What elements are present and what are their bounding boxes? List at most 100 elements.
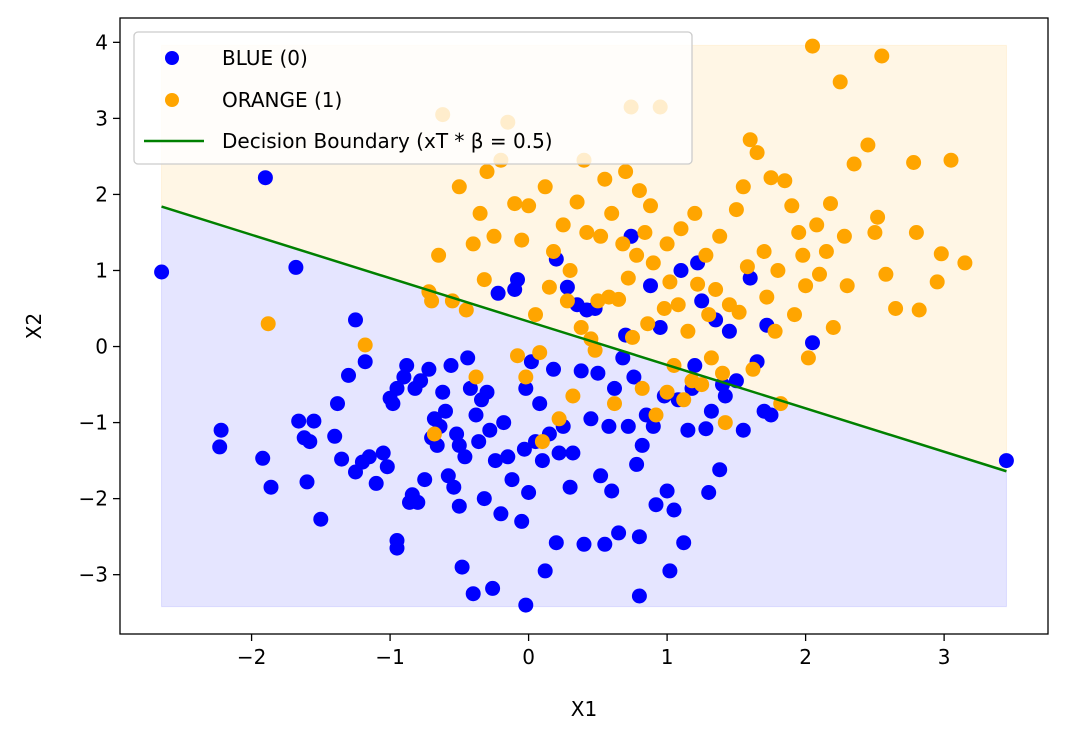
orange-point <box>615 236 631 252</box>
orange-point <box>749 145 765 161</box>
blue-point <box>327 428 343 444</box>
blue-point <box>590 365 606 381</box>
blue-point <box>626 369 642 385</box>
blue-point <box>306 413 322 429</box>
x-tick-label: −2 <box>237 645 266 669</box>
blue-point <box>615 350 631 366</box>
orange-point <box>597 171 613 187</box>
orange-point <box>694 377 710 393</box>
blue-point <box>451 437 467 453</box>
blue-point <box>666 502 682 518</box>
x-tick-label: 3 <box>938 645 951 669</box>
blue-class-points <box>154 170 1014 613</box>
orange-point <box>823 196 838 212</box>
orange-point <box>698 247 714 263</box>
orange-point <box>465 236 481 252</box>
orange-point <box>739 259 755 275</box>
blue-point <box>680 422 696 438</box>
orange-point <box>620 270 636 286</box>
orange-point <box>458 302 474 318</box>
blue-point <box>701 485 717 500</box>
decision-boundary <box>161 205 1007 473</box>
blue-point <box>476 491 492 507</box>
blue-point <box>385 396 401 412</box>
orange-point <box>878 266 894 282</box>
orange-point <box>933 246 949 262</box>
orange-point <box>676 392 692 408</box>
blue-point <box>500 449 516 465</box>
y-tick-label: 1 <box>95 258 108 282</box>
blue-point <box>341 367 356 383</box>
blue-point <box>620 418 636 434</box>
blue-point <box>648 497 664 513</box>
blue-point <box>357 354 373 370</box>
orange-point <box>825 320 841 335</box>
orange-point <box>424 293 440 309</box>
y-axis-ticks: −3 −2 −1 0 1 2 3 4 <box>79 30 120 587</box>
orange-point <box>573 320 589 335</box>
orange-point <box>537 179 553 195</box>
orange-point <box>472 205 488 221</box>
blue-point <box>263 479 279 495</box>
blue-point <box>742 270 758 286</box>
orange-point <box>870 209 886 225</box>
orange-point <box>521 198 537 214</box>
blue-point <box>698 421 714 437</box>
orange-point <box>800 350 816 366</box>
orange-point <box>798 278 814 294</box>
blue-point <box>645 418 661 434</box>
legend-box <box>133 31 693 165</box>
blue-point <box>562 479 578 495</box>
orange-point <box>629 247 645 263</box>
orange-point <box>874 48 890 64</box>
blue-point <box>518 380 534 396</box>
blue-point <box>435 384 451 400</box>
y-tick-label: −2 <box>79 487 108 511</box>
blue-point <box>631 588 647 604</box>
orange-point <box>687 205 703 221</box>
blue-point <box>604 483 620 499</box>
x-tick-label: 0 <box>522 645 535 669</box>
orange-point <box>957 255 973 271</box>
blue-point <box>634 437 650 453</box>
orange-point <box>476 272 492 288</box>
blue-point <box>717 388 733 404</box>
blue-point <box>576 536 592 552</box>
y-tick-label: 3 <box>95 106 108 130</box>
blue-point <box>479 384 495 400</box>
x-axis-label: X1 <box>571 697 597 721</box>
orange-point <box>562 263 578 278</box>
blue-point <box>389 380 405 396</box>
y-tick-label: 2 <box>95 182 108 206</box>
blue-point <box>487 453 503 469</box>
blue-point <box>440 468 456 484</box>
orange-point <box>735 179 751 195</box>
legend-label-boundary: Decision Boundary (xT * β = 0.5) <box>222 129 553 153</box>
blue-point <box>348 312 363 328</box>
blue-point <box>694 293 710 309</box>
blue-point <box>302 434 318 450</box>
orange-point <box>712 228 728 244</box>
orange-point <box>818 244 834 259</box>
blue-point <box>413 373 429 389</box>
blue-point <box>712 462 728 478</box>
legend-marker-blue <box>165 51 179 65</box>
x-tick-label: 2 <box>799 645 812 669</box>
blue-point <box>399 358 415 373</box>
blue-point <box>438 403 453 419</box>
orange-point <box>680 323 696 339</box>
blue-point <box>703 403 719 419</box>
orange-point <box>860 137 876 153</box>
orange-point <box>943 152 959 168</box>
blue-point <box>676 535 692 551</box>
y-tick-label: −1 <box>79 411 108 435</box>
orange-point <box>514 232 530 248</box>
blue-point <box>559 279 575 295</box>
orange-point <box>908 225 924 240</box>
y-tick-label: 4 <box>95 30 108 54</box>
blue-point <box>213 422 229 438</box>
orange-point <box>431 247 447 263</box>
blue-point <box>451 498 467 514</box>
orange-point <box>357 337 373 353</box>
orange-point <box>510 348 525 364</box>
